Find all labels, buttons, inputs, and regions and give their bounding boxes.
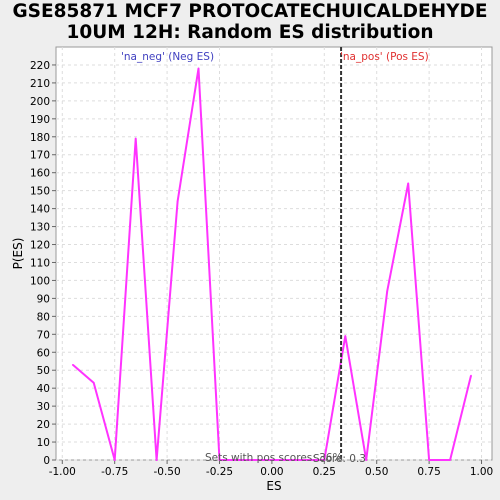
data-point: [134, 137, 137, 140]
y-tick-label: 0: [43, 455, 50, 467]
data-point: [176, 200, 179, 203]
y-tick-label: 80: [37, 311, 50, 323]
x-tick-label: -1.00: [49, 466, 76, 478]
data-point: [197, 67, 200, 70]
y-tick-label: 210: [30, 78, 50, 90]
data-point: [260, 459, 263, 461]
y-tick-label: 60: [37, 347, 50, 359]
data-point: [92, 381, 95, 384]
y-tick-label: 70: [37, 329, 50, 341]
data-point: [386, 290, 388, 293]
y-tick-label: 160: [30, 168, 50, 180]
y-axis-label: P(ES): [11, 238, 25, 270]
y-tick-label: 10: [37, 437, 50, 449]
data-point: [428, 459, 430, 461]
y-tick-label: 150: [30, 186, 50, 198]
series-group: [71, 67, 472, 461]
data-point: [302, 459, 305, 461]
y-tick-label: 220: [30, 60, 50, 72]
data-point: [407, 182, 409, 185]
data-point: [155, 459, 158, 461]
y-tick-label: 20: [37, 419, 50, 431]
data-point: [470, 374, 472, 377]
x-axis: -1.00 -0.75 -0.50 -0.25 0.00 0.25 0.50 0.75 1.00: [49, 460, 493, 478]
data-point: [449, 459, 451, 461]
chart-title: GSE85871 MCF7 PROTOCATECHUICALDEHYDE 10U…: [0, 1, 500, 43]
x-tick-label: -0.75: [101, 466, 128, 478]
y-tick-label: 190: [30, 114, 50, 126]
plot-area: [55, 46, 493, 461]
x-tick-label: 0.50: [365, 466, 388, 478]
y-tick-label: 100: [30, 275, 50, 287]
x-tick-label: 0.25: [313, 466, 336, 478]
y-tick-label: 40: [37, 383, 50, 395]
x-tick-label: 1.00: [470, 466, 493, 478]
data-point: [281, 459, 284, 461]
y-tick-label: 110: [30, 257, 50, 269]
y-axis: 0 10 20 30 40 50 60 70 80 90 100 110 120 130 140 150 160…: [30, 60, 56, 467]
data-point: [113, 459, 116, 461]
x-tick-label: -0.50: [154, 466, 181, 478]
grid-lines: [56, 47, 492, 461]
chart-title-line-2: 10UM 12H: Random ES distribution: [66, 22, 434, 43]
neg-es-label: 'na_neg' (Neg ES): [121, 51, 214, 63]
y-tick-label: 170: [30, 150, 50, 162]
y-tick-label: 90: [37, 293, 50, 305]
y-tick-label: 130: [30, 222, 50, 234]
score-text: Score: 0.3: [313, 453, 366, 465]
x-axis-label: ES: [266, 479, 281, 493]
data-point: [344, 335, 347, 337]
y-tick-label: 50: [37, 365, 50, 377]
x-tick-label: -0.25: [206, 466, 233, 478]
data-point: [71, 364, 74, 366]
y-tick-label: 200: [30, 96, 50, 108]
y-tick-label: 180: [30, 132, 50, 144]
data-point: [218, 459, 221, 461]
x-tick-label: 0.75: [417, 466, 440, 478]
data-point: [365, 459, 368, 461]
pos-scores-text: Sets with pos scores: 36%: [205, 452, 342, 464]
data-point: [239, 459, 242, 461]
data-point: [323, 459, 326, 461]
y-tick-label: 30: [37, 401, 50, 413]
series-line: [72, 67, 472, 461]
chart-title-line-1: GSE85871 MCF7 PROTOCATECHUICALDEHYDE: [12, 1, 488, 22]
pos-es-label: 'na_pos' (Pos ES): [340, 51, 429, 63]
x-tick-label: 0.00: [260, 466, 283, 478]
y-tick-label: 140: [30, 204, 50, 216]
y-tick-label: 120: [30, 240, 50, 252]
